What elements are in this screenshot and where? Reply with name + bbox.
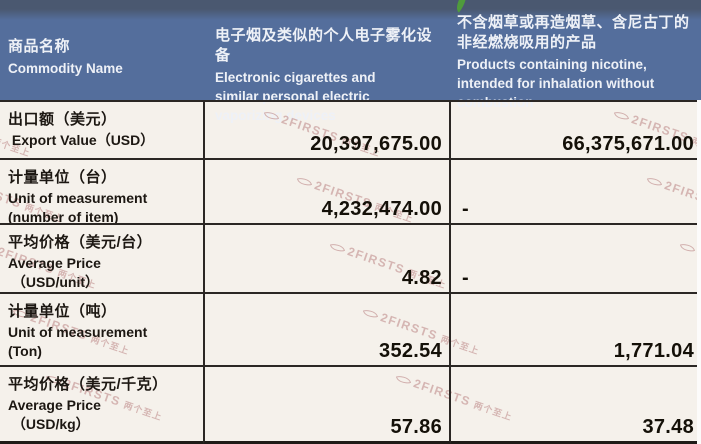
header-nicotine-products: 不含烟草或再造烟草、含尼古丁的 非经燃烧吸用的产品 Products conta… xyxy=(451,0,701,110)
avg-price-kg-nicotine: 37.48 xyxy=(451,365,701,444)
row-label-en: Average Price （USD/unit） xyxy=(8,255,101,290)
row-label-zh: 计量单位（台） xyxy=(8,169,117,186)
table-header: 商品名称 Commodity Name 电子烟及类似的个人电子雾化设备 Elec… xyxy=(0,0,701,123)
row-label-en: Unit of measurement (number of item) xyxy=(8,190,148,225)
unit-items-nicotine: - xyxy=(451,158,701,223)
row-label-zh: 计量单位（吨） xyxy=(8,303,117,320)
header-nicotine-products-zh: 不含烟草或再造烟草、含尼古丁的 非经燃烧吸用的产品 xyxy=(457,14,690,51)
unit-ton-devices: 352.54 xyxy=(203,292,451,365)
row-label-en: Average Price （USD/kg） xyxy=(8,397,101,432)
table-body: 出口额（美元） Export Value（USD） 20,397,675.00 … xyxy=(0,100,701,444)
row-label-avg-price-kg: 平均价格（美元/千克） Average Price （USD/kg） xyxy=(0,365,203,444)
header-commodity-name: 商品名称 Commodity Name xyxy=(0,0,203,100)
right-edge-strip xyxy=(697,100,701,444)
row-label-en: Export Value（USD） xyxy=(8,132,155,148)
row-label-export-value: 出口额（美元） Export Value（USD） xyxy=(0,100,203,158)
avg-price-unit-nicotine: - xyxy=(451,223,701,292)
header-commodity-name-en: Commodity Name xyxy=(8,61,123,76)
header-ecig-devices: 电子烟及类似的个人电子雾化设备 Electronic cigarettes an… xyxy=(203,0,451,123)
row-label-avg-price-unit: 平均价格（美元/台） Average Price （USD/unit） xyxy=(0,223,203,292)
row-label-unit-ton: 计量单位（吨） Unit of measurement (Ton) xyxy=(0,292,203,365)
unit-items-devices: 4,232,474.00 xyxy=(203,158,451,223)
header-commodity-name-zh: 商品名称 xyxy=(8,38,71,55)
row-label-zh: 平均价格（美元/台） xyxy=(8,234,153,251)
header-nicotine-products-en: Products containing nicotine, intended f… xyxy=(457,57,655,110)
export-value-nicotine: 66,375,671.00 xyxy=(451,100,701,158)
avg-price-kg-devices: 57.86 xyxy=(203,365,451,444)
unit-ton-nicotine: 1,771.04 xyxy=(451,292,701,365)
row-label-unit-items: 计量单位（台） Unit of measurement (number of i… xyxy=(0,158,203,225)
avg-price-unit-devices: 4.82 xyxy=(203,223,451,292)
export-value-devices: 20,397,675.00 xyxy=(203,100,451,158)
row-label-zh: 出口额（美元） xyxy=(8,111,117,128)
row-label-zh: 平均价格（美元/千克） xyxy=(8,376,168,393)
row-label-en: Unit of measurement (Ton) xyxy=(8,324,148,359)
header-ecig-devices-zh: 电子烟及类似的个人电子雾化设备 xyxy=(215,27,433,64)
